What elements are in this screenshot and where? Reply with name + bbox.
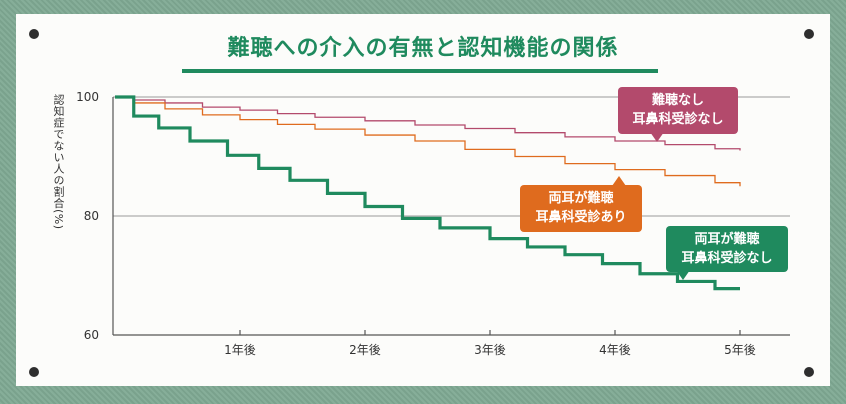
y-tick-label: 100: [76, 90, 99, 104]
title-underline: [182, 69, 658, 73]
callout-hearing-loss-treated-line1: 両耳が難聴: [548, 191, 614, 206]
callout-no-hearing-loss-line2: 耳鼻科受診なし: [632, 112, 724, 127]
y-tick-label: 80: [84, 209, 99, 223]
x-tick-label: 3年後: [474, 343, 506, 357]
callout-hearing-loss-untreated-pointer: [676, 270, 690, 280]
axes: [112, 97, 790, 336]
pin-bottom-left: [29, 367, 39, 377]
x-tick-labels: 1年後 2年後 3年後 4年後 5年後: [224, 343, 756, 357]
pin-bottom-right: [804, 367, 814, 377]
callout-no-hearing-loss-line1: 難聴なし: [651, 93, 704, 108]
series-line-1: [115, 96, 741, 187]
callout-no-hearing-loss-pointer: [650, 132, 664, 142]
series-line-2: [115, 95, 740, 291]
y-axis-label: 認知症でない人の割合(%): [52, 94, 65, 230]
x-tick-label: 2年後: [349, 343, 381, 357]
pin-top-right: [804, 29, 814, 39]
x-tick-label: 1年後: [224, 343, 256, 357]
callout-hearing-loss-untreated: 両耳が難聴 耳鼻科受診なし: [666, 226, 788, 272]
series-line-0: [115, 96, 741, 151]
callout-no-hearing-loss: 難聴なし 耳鼻科受診なし: [618, 87, 738, 134]
callout-hearing-loss-treated-pointer: [612, 176, 626, 186]
pin-top-left: [29, 29, 39, 39]
callout-hearing-loss-untreated-line2: 耳鼻科受診なし: [681, 251, 773, 266]
chart-panel: [16, 14, 830, 386]
callout-hearing-loss-untreated-line1: 両耳が難聴: [694, 232, 760, 247]
series-lines: [115, 95, 741, 291]
chart-title: 難聴への介入の有無と認知機能の関係: [227, 36, 619, 61]
y-tick-label: 60: [84, 328, 99, 342]
x-tick-label: 5年後: [724, 343, 756, 357]
callout-hearing-loss-treated: 両耳が難聴 耳鼻科受診あり: [520, 185, 642, 232]
callout-hearing-loss-treated-line2: 耳鼻科受診あり: [535, 210, 627, 225]
x-tick-label: 4年後: [599, 343, 631, 357]
y-tick-labels: 100 80 60: [76, 90, 99, 342]
